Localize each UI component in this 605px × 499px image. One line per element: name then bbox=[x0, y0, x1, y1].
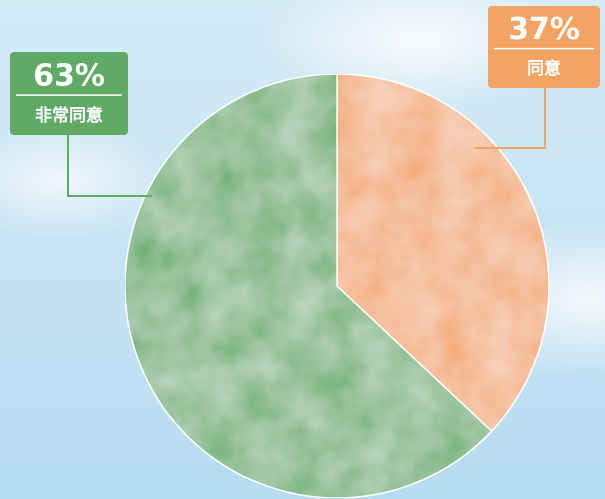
label-box bbox=[10, 52, 128, 135]
category-label: 同意 bbox=[527, 58, 561, 79]
value-label: 37% bbox=[508, 12, 580, 47]
leader-line bbox=[474, 88, 546, 149]
category-label: 非常同意 bbox=[35, 105, 103, 126]
value-label: 63% bbox=[33, 58, 105, 93]
pie-slice bbox=[336, 73, 550, 433]
label-box bbox=[488, 6, 600, 88]
leader-line bbox=[67, 135, 152, 197]
pie-slice bbox=[124, 73, 493, 499]
